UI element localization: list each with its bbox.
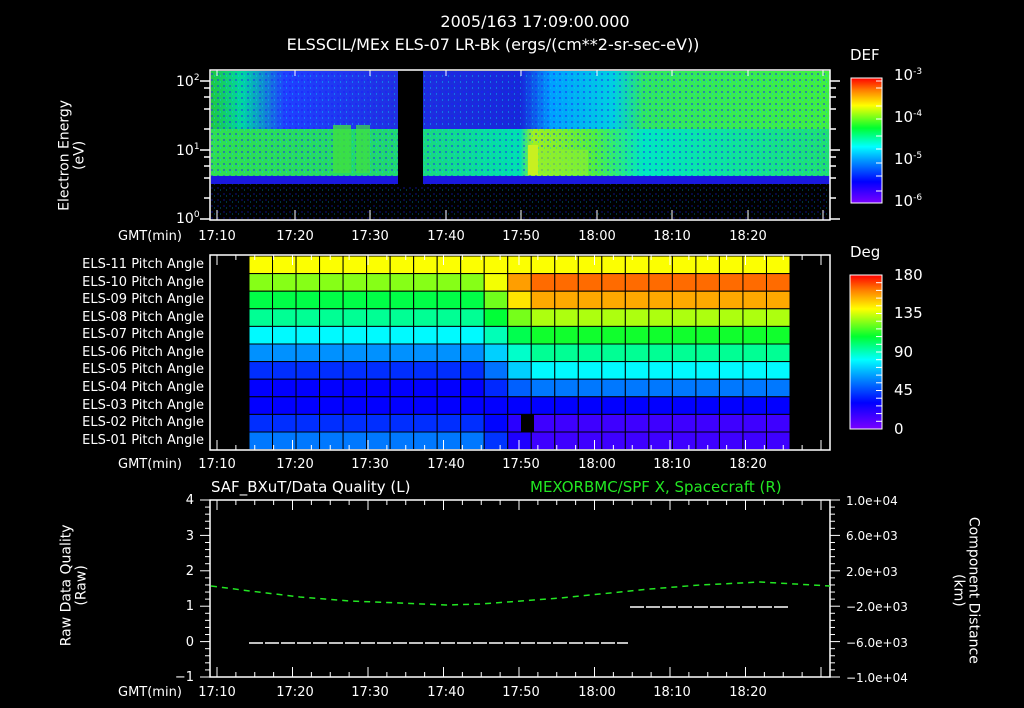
panel3-right-ylabel: Component Distance (km): [950, 505, 981, 675]
xtick: 18:00: [578, 229, 616, 244]
xtick: 17:10: [198, 685, 236, 700]
xtick: 18:00: [578, 685, 616, 700]
panel3-left-ylabel: Raw Data Quality (Raw): [58, 500, 91, 670]
xtick: 17:10: [198, 229, 236, 244]
xtick: 18:20: [729, 685, 767, 700]
row-label: ELS-03 Pitch Angle: [82, 398, 204, 413]
ytick-left: 0: [185, 635, 194, 650]
xtick: 17:30: [351, 229, 389, 244]
xtick: 17:20: [276, 685, 314, 700]
xtick: 17:50: [502, 457, 540, 472]
xtick: 18:00: [578, 457, 616, 472]
ytick-left: 1: [185, 599, 194, 614]
row-label: ELS-10 Pitch Angle: [82, 275, 204, 290]
xtick: 17:40: [427, 457, 465, 472]
cb1-label: 10-6: [894, 192, 923, 210]
xtick: 17:40: [427, 229, 465, 244]
ytick-right: −6.0e+03: [846, 636, 908, 650]
panel2-xlabel: GMT(min): [118, 457, 182, 472]
xtick: 17:50: [502, 229, 540, 244]
cb2-label: 0: [894, 420, 904, 438]
data-quality-series: [249, 606, 790, 644]
left-series-title: SAF_BXuT/Data Quality (L): [211, 478, 411, 496]
cb1-label: 10-3: [894, 66, 923, 84]
row-label: ELS-11 Pitch Angle: [82, 257, 204, 272]
ylabel-line1: Raw Data Quality: [58, 524, 75, 647]
xtick: 17:20: [276, 229, 314, 244]
xtick: 17:10: [198, 457, 236, 472]
energy-spectrogram: [211, 71, 830, 219]
xtick: 18:10: [653, 685, 691, 700]
cb2-label: 90: [894, 343, 914, 361]
dataset-subtitle: ELSSCIL/MEx ELS-07 LR-Bk (ergs/(cm**2-sr…: [286, 35, 700, 54]
ytick-left: 2: [185, 564, 194, 579]
row-label: ELS-01 Pitch Angle: [82, 433, 204, 448]
ylabel-line2: (Raw): [74, 565, 90, 606]
row-label: ELS-02 Pitch Angle: [82, 415, 204, 430]
ytick-10: 101: [176, 142, 200, 159]
ytick-right: 6.0e+03: [846, 529, 898, 543]
xtick: 18:20: [729, 457, 767, 472]
ytick-left: 4: [185, 493, 194, 508]
cb1-label: 10-5: [894, 150, 923, 168]
cb1-label: 10-4: [894, 108, 923, 126]
ytick-left: 3: [185, 529, 194, 544]
ylabel-line2: (km): [950, 574, 966, 607]
row-label: ELS-04 Pitch Angle: [82, 380, 204, 395]
row-label: ELS-05 Pitch Angle: [82, 362, 204, 377]
right-series-title: MEXORBMC/SPF X, Spacecraft (R): [530, 478, 782, 496]
ylabel-line1: Component Distance: [965, 516, 982, 664]
xtick: 17:50: [502, 685, 540, 700]
xtick: 17:20: [276, 457, 314, 472]
ytick-right: 1.0e+04: [846, 494, 898, 508]
def-colorbar: [850, 77, 883, 204]
row-label: ELS-07 Pitch Angle: [82, 327, 204, 342]
row-label: ELS-08 Pitch Angle: [82, 310, 204, 325]
row-label: ELS-09 Pitch Angle: [82, 292, 204, 307]
ytick-right: −1.0e+04: [846, 671, 908, 685]
deg-colorbar-title: Deg: [850, 243, 881, 261]
ytick-right: 2.0e+03: [846, 565, 898, 579]
timestamp-title: 2005/163 17:09:00.000: [440, 12, 630, 31]
ytick-left: −1: [174, 670, 194, 685]
panel1-xlabel: GMT(min): [118, 229, 182, 244]
ytick-right: −2.0e+03: [846, 600, 908, 614]
xtick: 17:30: [351, 457, 389, 472]
spacecraft-x-series: [210, 581, 831, 606]
def-colorbar-title: DEF: [850, 46, 880, 64]
xtick: 17:30: [351, 685, 389, 700]
cb2-label: 135: [894, 304, 923, 322]
ytick-1: 100: [176, 210, 200, 227]
row-label: ELS-06 Pitch Angle: [82, 345, 204, 360]
xtick: 18:10: [653, 229, 691, 244]
xtick: 17:40: [427, 685, 465, 700]
xtick: 18:10: [653, 457, 691, 472]
panel3-xlabel: GMT(min): [118, 685, 182, 700]
xtick: 18:20: [729, 229, 767, 244]
pitch-angle-heatmap: [248, 255, 791, 451]
cb2-label: 180: [894, 266, 923, 284]
cb2-label: 45: [894, 381, 914, 399]
ytick-100: 102: [176, 73, 200, 90]
